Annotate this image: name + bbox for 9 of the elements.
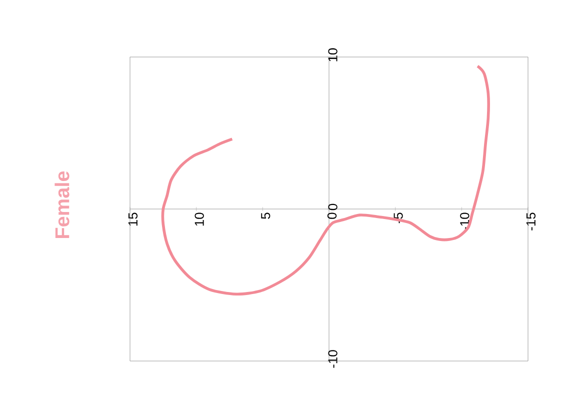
- y-tick-label: 10: [328, 48, 338, 62]
- x-tick-label: 5: [261, 212, 270, 219]
- x-tick-label: -15: [526, 212, 536, 230]
- y-tick-label: 0: [328, 204, 338, 210]
- line-series: [161, 64, 490, 296]
- x-tick-label: 10: [194, 212, 204, 226]
- y-tick-label: -10: [328, 350, 338, 368]
- text: Female: [54, 171, 70, 238]
- x-tick-label: 15: [128, 212, 138, 226]
